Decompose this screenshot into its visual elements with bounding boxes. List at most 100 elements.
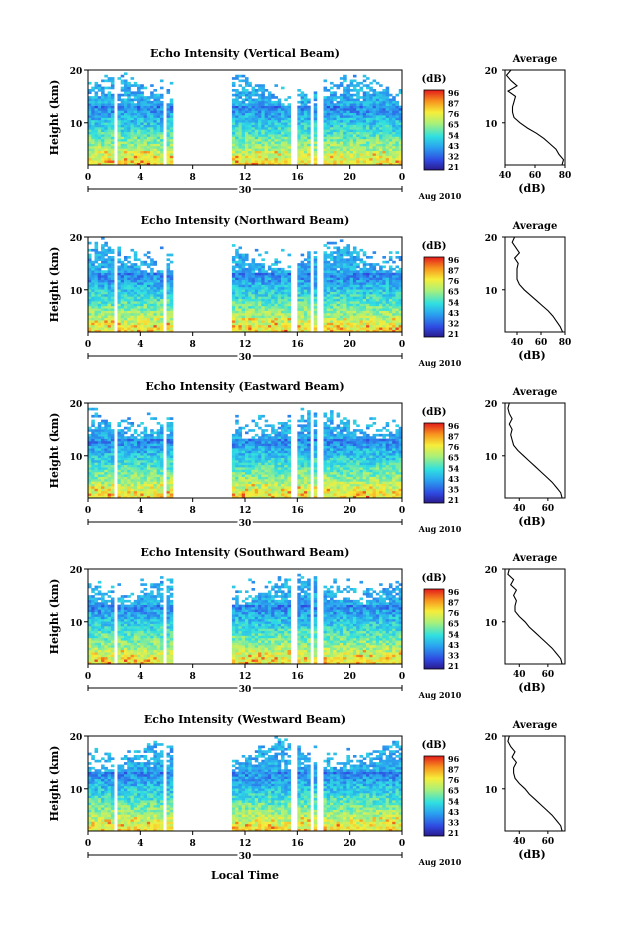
heatmap-cell (88, 241, 92, 245)
heatmap-cell (366, 272, 370, 276)
heatmap-cell (104, 291, 108, 295)
heatmap-cell (235, 324, 239, 328)
heatmap-cell (300, 320, 305, 323)
heatmap-cell (284, 127, 288, 130)
heatmap-cell (254, 129, 259, 133)
heatmap-cell (245, 89, 249, 92)
heatmap-cell (307, 141, 311, 144)
heatmap-cell (356, 286, 360, 290)
heatmap-cell (238, 138, 243, 142)
heatmap-cell (156, 322, 161, 326)
heatmap-cell (330, 122, 334, 125)
heatmap-cell (336, 265, 341, 269)
heatmap-cell (159, 146, 164, 149)
heatmap-cell (326, 294, 331, 297)
heatmap-cell (258, 157, 262, 161)
heatmap-cell (97, 153, 102, 156)
heatmap-cell (336, 272, 341, 276)
heatmap-cell (372, 270, 377, 273)
heatmap-cell (146, 155, 151, 159)
heatmap-cell (349, 129, 354, 133)
heatmap-cell (267, 289, 272, 292)
date-label: 30 (239, 186, 252, 196)
heatmap-cell (339, 313, 344, 316)
heatmap-cell (284, 141, 288, 144)
heatmap-cell (385, 141, 390, 144)
heatmap-cell (330, 275, 334, 278)
heatmap-cell (313, 93, 318, 97)
heatmap-cell (349, 296, 354, 300)
heatmap-cell (356, 148, 360, 152)
heatmap-cell (169, 131, 174, 135)
heatmap-cell (101, 108, 105, 111)
heatmap-cell (362, 277, 367, 281)
heatmap-cell (88, 284, 92, 288)
heatmap-cell (277, 162, 282, 166)
heatmap-cell (356, 98, 360, 102)
heatmap-cell (346, 110, 350, 114)
heatmap-cell (133, 124, 138, 128)
heatmap-cell (251, 108, 256, 111)
heatmap-cell (382, 275, 386, 278)
heatmap-cell (382, 122, 386, 125)
heatmap-cell (264, 298, 269, 302)
heatmap-cell (251, 93, 256, 97)
heatmap-cell (385, 150, 390, 154)
heatmap-cell (349, 131, 354, 135)
heatmap-cell (339, 143, 344, 147)
heatmap-cell (130, 471, 135, 475)
heatmap-cell (97, 448, 102, 451)
heatmap-cell (88, 452, 92, 456)
heatmap-cell (277, 110, 282, 114)
heatmap-cell (300, 112, 305, 116)
heatmap-cell (343, 291, 347, 295)
heatmap-cell (101, 301, 105, 304)
heatmap-cell (251, 275, 256, 278)
heatmap-cell (372, 155, 377, 159)
heatmap-cell (143, 263, 148, 266)
heatmap-cell (110, 486, 115, 489)
heatmap-cell (101, 122, 105, 125)
heatmap-cell (91, 86, 95, 90)
heatmap-cell (251, 291, 256, 295)
heatmap-cell (104, 464, 108, 468)
heatmap-cell (120, 324, 125, 328)
heatmap-cell (88, 105, 92, 109)
y-tick-label: 10 (70, 120, 83, 130)
heatmap-cell (251, 322, 256, 326)
heatmap-cell (274, 131, 279, 135)
heatmap-cell (88, 450, 92, 454)
heatmap-cell (94, 98, 99, 102)
heatmap-cell (323, 153, 328, 156)
heatmap-cell (169, 141, 174, 144)
heatmap-cell (137, 98, 141, 102)
heatmap-cell (91, 441, 95, 444)
heatmap-cell (336, 322, 341, 326)
heatmap-cell (261, 289, 265, 292)
heatmap-cell (235, 265, 239, 269)
heatmap-cell (159, 100, 164, 104)
heatmap-cell (326, 308, 331, 311)
heatmap-cell (287, 265, 292, 269)
heatmap-cell (385, 110, 390, 114)
heatmap-cell (267, 138, 272, 142)
heatmap-cell (382, 301, 386, 304)
heatmap-cell (366, 84, 370, 87)
heatmap-cell (91, 495, 95, 499)
heatmap-cell (280, 103, 285, 106)
heatmap-cell (261, 315, 265, 319)
heatmap-cell (169, 112, 174, 116)
heatmap-cell (104, 324, 108, 328)
heatmap-cell (159, 291, 164, 295)
heatmap-cell (91, 324, 95, 328)
heatmap-cell (366, 119, 370, 123)
heatmap-cell (130, 320, 135, 323)
heatmap-cell (94, 488, 99, 492)
colorbar-tick-label: 76 (448, 109, 460, 119)
heatmap-cell (323, 117, 328, 121)
heatmap-cell (372, 272, 377, 276)
heatmap-cell (127, 136, 131, 140)
heatmap-cell (123, 462, 128, 466)
heatmap-cell (231, 98, 236, 102)
heatmap-cell (382, 103, 386, 106)
